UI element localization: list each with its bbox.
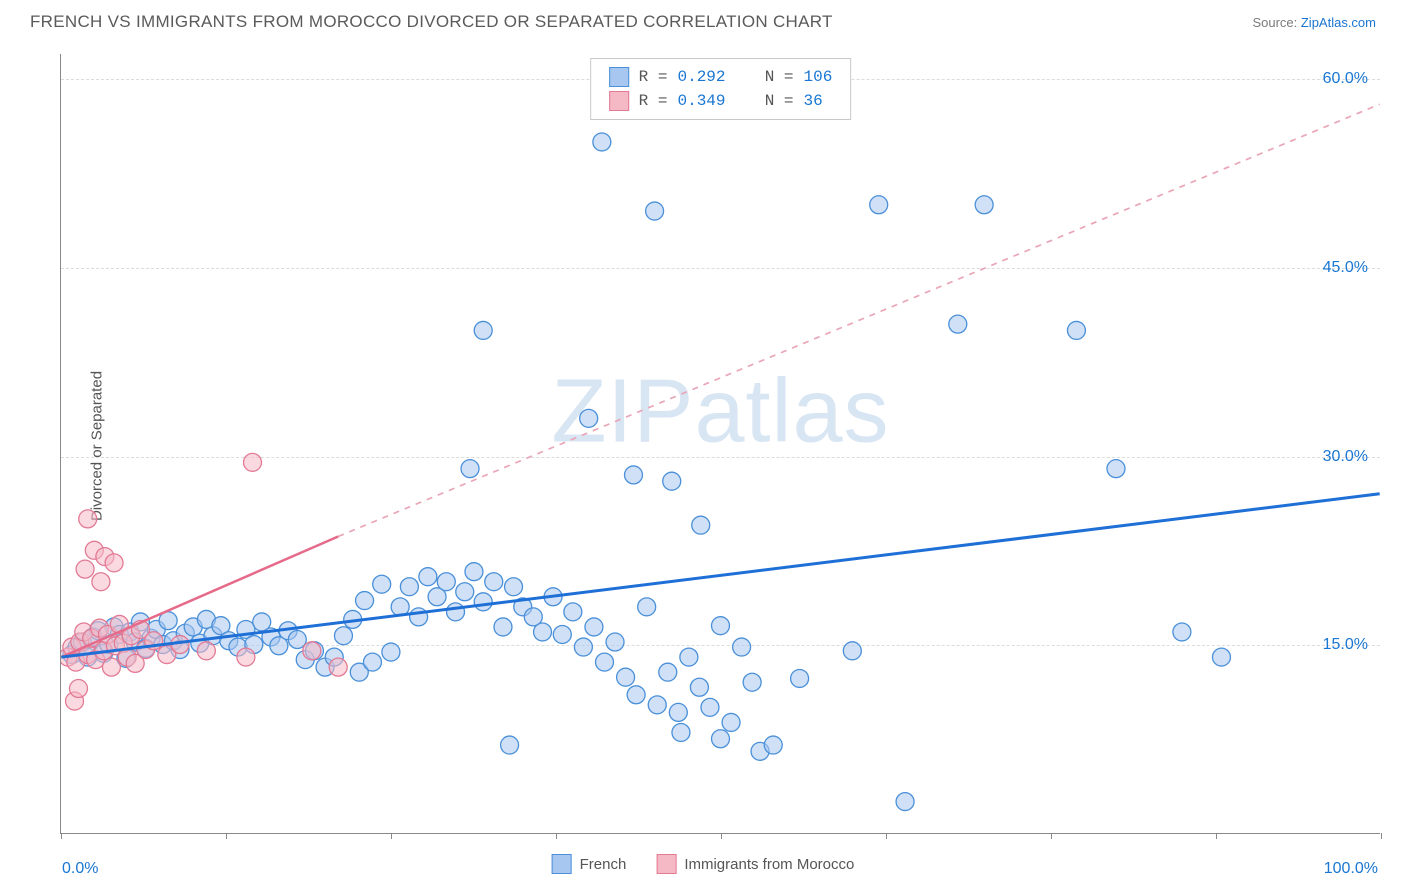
data-point-morocco bbox=[197, 642, 215, 660]
trendline-morocco-extrapolated bbox=[338, 104, 1379, 536]
data-point-french bbox=[419, 568, 437, 586]
data-point-french bbox=[400, 578, 418, 596]
legend-swatch bbox=[609, 91, 629, 111]
data-point-morocco bbox=[79, 510, 97, 528]
legend-item: French bbox=[552, 854, 627, 874]
data-point-morocco bbox=[303, 642, 321, 660]
legend-row: R = 0.292 N = 106 bbox=[609, 65, 833, 89]
data-point-french bbox=[692, 516, 710, 534]
scatter-plot-svg bbox=[61, 54, 1380, 833]
x-axis-min-label: 0.0% bbox=[62, 860, 98, 878]
data-point-french bbox=[437, 573, 455, 591]
data-point-french bbox=[534, 623, 552, 641]
data-point-french bbox=[627, 686, 645, 704]
data-point-morocco bbox=[244, 453, 262, 471]
data-point-french bbox=[485, 573, 503, 591]
data-point-french bbox=[505, 578, 523, 596]
data-point-french bbox=[1173, 623, 1191, 641]
series-legend: French Immigrants from Morocco bbox=[552, 854, 855, 874]
data-point-french bbox=[461, 460, 479, 478]
data-point-french bbox=[648, 696, 666, 714]
data-point-french bbox=[494, 618, 512, 636]
data-point-french bbox=[474, 321, 492, 339]
data-point-french bbox=[373, 575, 391, 593]
data-point-french bbox=[712, 730, 730, 748]
x-tick bbox=[1051, 833, 1052, 839]
data-point-french bbox=[949, 315, 967, 333]
data-point-french bbox=[456, 583, 474, 601]
x-tick bbox=[1381, 833, 1382, 839]
x-tick bbox=[556, 833, 557, 839]
data-point-french bbox=[625, 466, 643, 484]
x-tick bbox=[886, 833, 887, 839]
data-point-french bbox=[474, 593, 492, 611]
data-point-french bbox=[690, 678, 708, 696]
data-point-french bbox=[564, 603, 582, 621]
data-point-french bbox=[870, 196, 888, 214]
data-point-french bbox=[1067, 321, 1085, 339]
legend-swatch bbox=[552, 854, 572, 874]
correlation-legend: R = 0.292 N = 106R = 0.349 N = 36 bbox=[590, 58, 852, 120]
chart-plot-area: ZIPatlas R = 0.292 N = 106R = 0.349 N = … bbox=[60, 54, 1380, 834]
data-point-morocco bbox=[92, 573, 110, 591]
data-point-french bbox=[672, 723, 690, 741]
data-point-french bbox=[585, 618, 603, 636]
x-tick bbox=[721, 833, 722, 839]
data-point-french bbox=[764, 736, 782, 754]
data-point-french bbox=[553, 625, 571, 643]
legend-swatch bbox=[656, 854, 676, 874]
data-point-french bbox=[659, 663, 677, 681]
data-point-french bbox=[574, 638, 592, 656]
x-tick bbox=[226, 833, 227, 839]
data-point-french bbox=[1107, 460, 1125, 478]
data-point-french bbox=[382, 643, 400, 661]
legend-item: Immigrants from Morocco bbox=[656, 854, 854, 874]
data-point-french bbox=[596, 653, 614, 671]
data-point-french bbox=[580, 409, 598, 427]
x-tick bbox=[61, 833, 62, 839]
legend-swatch bbox=[609, 67, 629, 87]
data-point-french bbox=[363, 653, 381, 671]
data-point-french bbox=[501, 736, 519, 754]
x-tick bbox=[1216, 833, 1217, 839]
x-tick bbox=[391, 833, 392, 839]
data-point-french bbox=[712, 617, 730, 635]
data-point-morocco bbox=[69, 680, 87, 698]
data-point-french bbox=[606, 633, 624, 651]
data-point-french bbox=[733, 638, 751, 656]
legend-row: R = 0.349 N = 36 bbox=[609, 89, 833, 113]
chart-title: FRENCH VS IMMIGRANTS FROM MOROCCO DIVORC… bbox=[30, 12, 833, 32]
data-point-french bbox=[356, 592, 374, 610]
data-point-french bbox=[701, 698, 719, 716]
data-point-french bbox=[975, 196, 993, 214]
data-point-morocco bbox=[329, 658, 347, 676]
data-point-french bbox=[743, 673, 761, 691]
data-point-french bbox=[593, 133, 611, 151]
source-attribution: Source: ZipAtlas.com bbox=[1252, 15, 1376, 30]
data-point-french bbox=[722, 713, 740, 731]
x-axis-max-label: 100.0% bbox=[1324, 860, 1378, 878]
data-point-morocco bbox=[76, 560, 94, 578]
data-point-french bbox=[843, 642, 861, 660]
data-point-french bbox=[680, 648, 698, 666]
data-point-french bbox=[646, 202, 664, 220]
data-point-morocco bbox=[102, 658, 120, 676]
data-point-french bbox=[334, 627, 352, 645]
data-point-french bbox=[447, 603, 465, 621]
data-point-morocco bbox=[237, 648, 255, 666]
data-point-french bbox=[1212, 648, 1230, 666]
data-point-french bbox=[663, 472, 681, 490]
data-point-french bbox=[896, 793, 914, 811]
data-point-french bbox=[638, 598, 656, 616]
data-point-morocco bbox=[105, 554, 123, 572]
data-point-french bbox=[791, 669, 809, 687]
data-point-french bbox=[465, 563, 483, 581]
source-link[interactable]: ZipAtlas.com bbox=[1301, 15, 1376, 30]
data-point-french bbox=[669, 703, 687, 721]
data-point-french bbox=[617, 668, 635, 686]
